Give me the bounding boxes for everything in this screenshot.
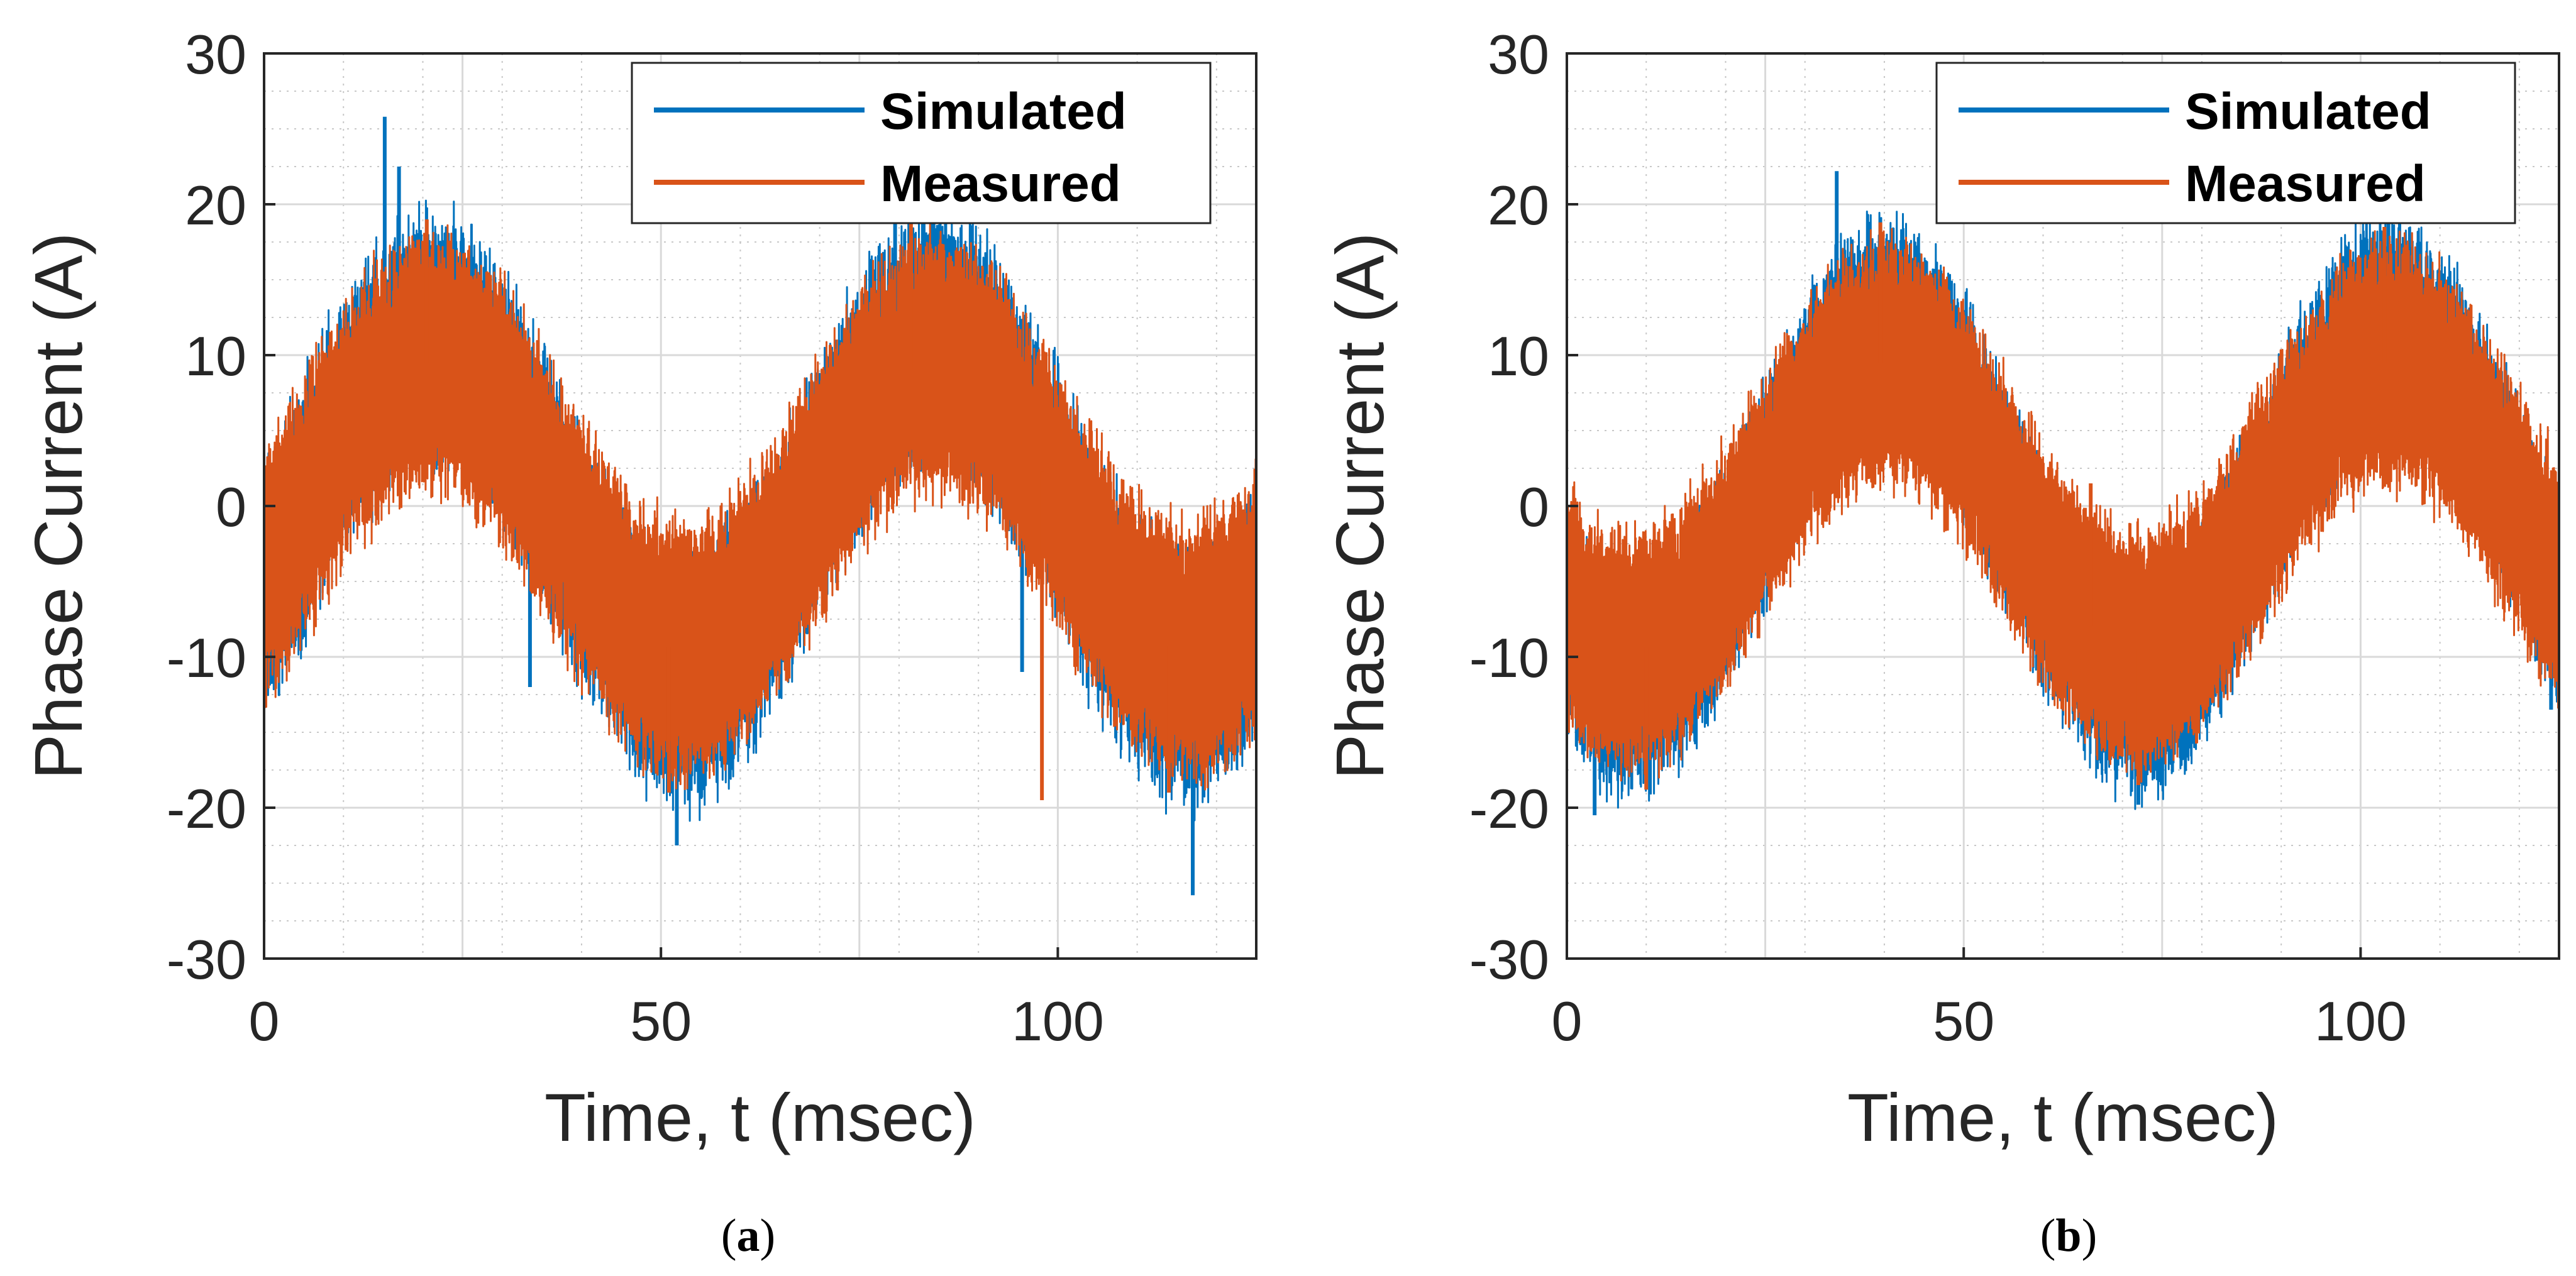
caption-b-letter: b <box>2055 1210 2081 1262</box>
legend-label-simulated-b: Simulated <box>2185 83 2431 140</box>
y-tick-label: 0 <box>216 476 246 538</box>
caption-a-letter: a <box>737 1210 760 1262</box>
legend-box-b <box>1935 62 2516 224</box>
legend-label-measured-a: Measured <box>880 155 1121 212</box>
y-tick-label: -10 <box>167 627 246 689</box>
y-tick-label: 20 <box>1488 174 1549 236</box>
y-tick-label: 10 <box>1488 325 1549 387</box>
y-tick-label: 20 <box>185 174 246 236</box>
caption-b-open: ( <box>2040 1210 2056 1262</box>
x-tick-label: 0 <box>1552 990 1583 1052</box>
legend-a: Simulated Measured <box>631 62 1212 224</box>
y-tick-label: -20 <box>167 778 246 840</box>
y-tick-label: 0 <box>1518 476 1549 538</box>
caption-a-close: ) <box>760 1210 776 1262</box>
legend-box-a <box>631 62 1212 224</box>
legend-b: Simulated Measured <box>1935 62 2516 224</box>
caption-a: (a) <box>721 1210 775 1262</box>
x-axis-label-a: Time, t (msec) <box>544 1079 976 1155</box>
y-tick-label: 30 <box>185 23 246 85</box>
legend-label-simulated-a: Simulated <box>880 83 1127 140</box>
x-axis-label-b: Time, t (msec) <box>1847 1079 2279 1155</box>
y-tick-label: -20 <box>1469 778 1549 840</box>
series-group-a <box>263 116 1258 896</box>
x-tick-label: 100 <box>1012 990 1104 1052</box>
legend-label-measured-b: Measured <box>2185 155 2426 212</box>
caption-b: (b) <box>2040 1210 2097 1262</box>
series-measured-line <box>263 217 1258 791</box>
x-tick-label: 100 <box>2314 990 2407 1052</box>
y-tick-label: 30 <box>1488 23 1549 85</box>
y-axis-label-a: Phase Current (A) <box>20 233 96 779</box>
y-tick-label: -30 <box>1469 928 1549 991</box>
y-tick-label: 10 <box>185 325 246 387</box>
x-tick-label: 50 <box>1933 990 1994 1052</box>
x-tick-label: 0 <box>249 990 280 1052</box>
y-tick-label: -10 <box>1469 627 1549 689</box>
series-group-b <box>1566 171 2560 815</box>
caption-a-open: ( <box>721 1210 737 1262</box>
series-measured-line <box>1566 228 2560 783</box>
y-axis-label-b: Phase Current (A) <box>1322 233 1398 779</box>
caption-b-close: ) <box>2082 1210 2098 1262</box>
x-tick-label: 50 <box>630 990 692 1052</box>
y-tick-label: -30 <box>167 928 246 991</box>
